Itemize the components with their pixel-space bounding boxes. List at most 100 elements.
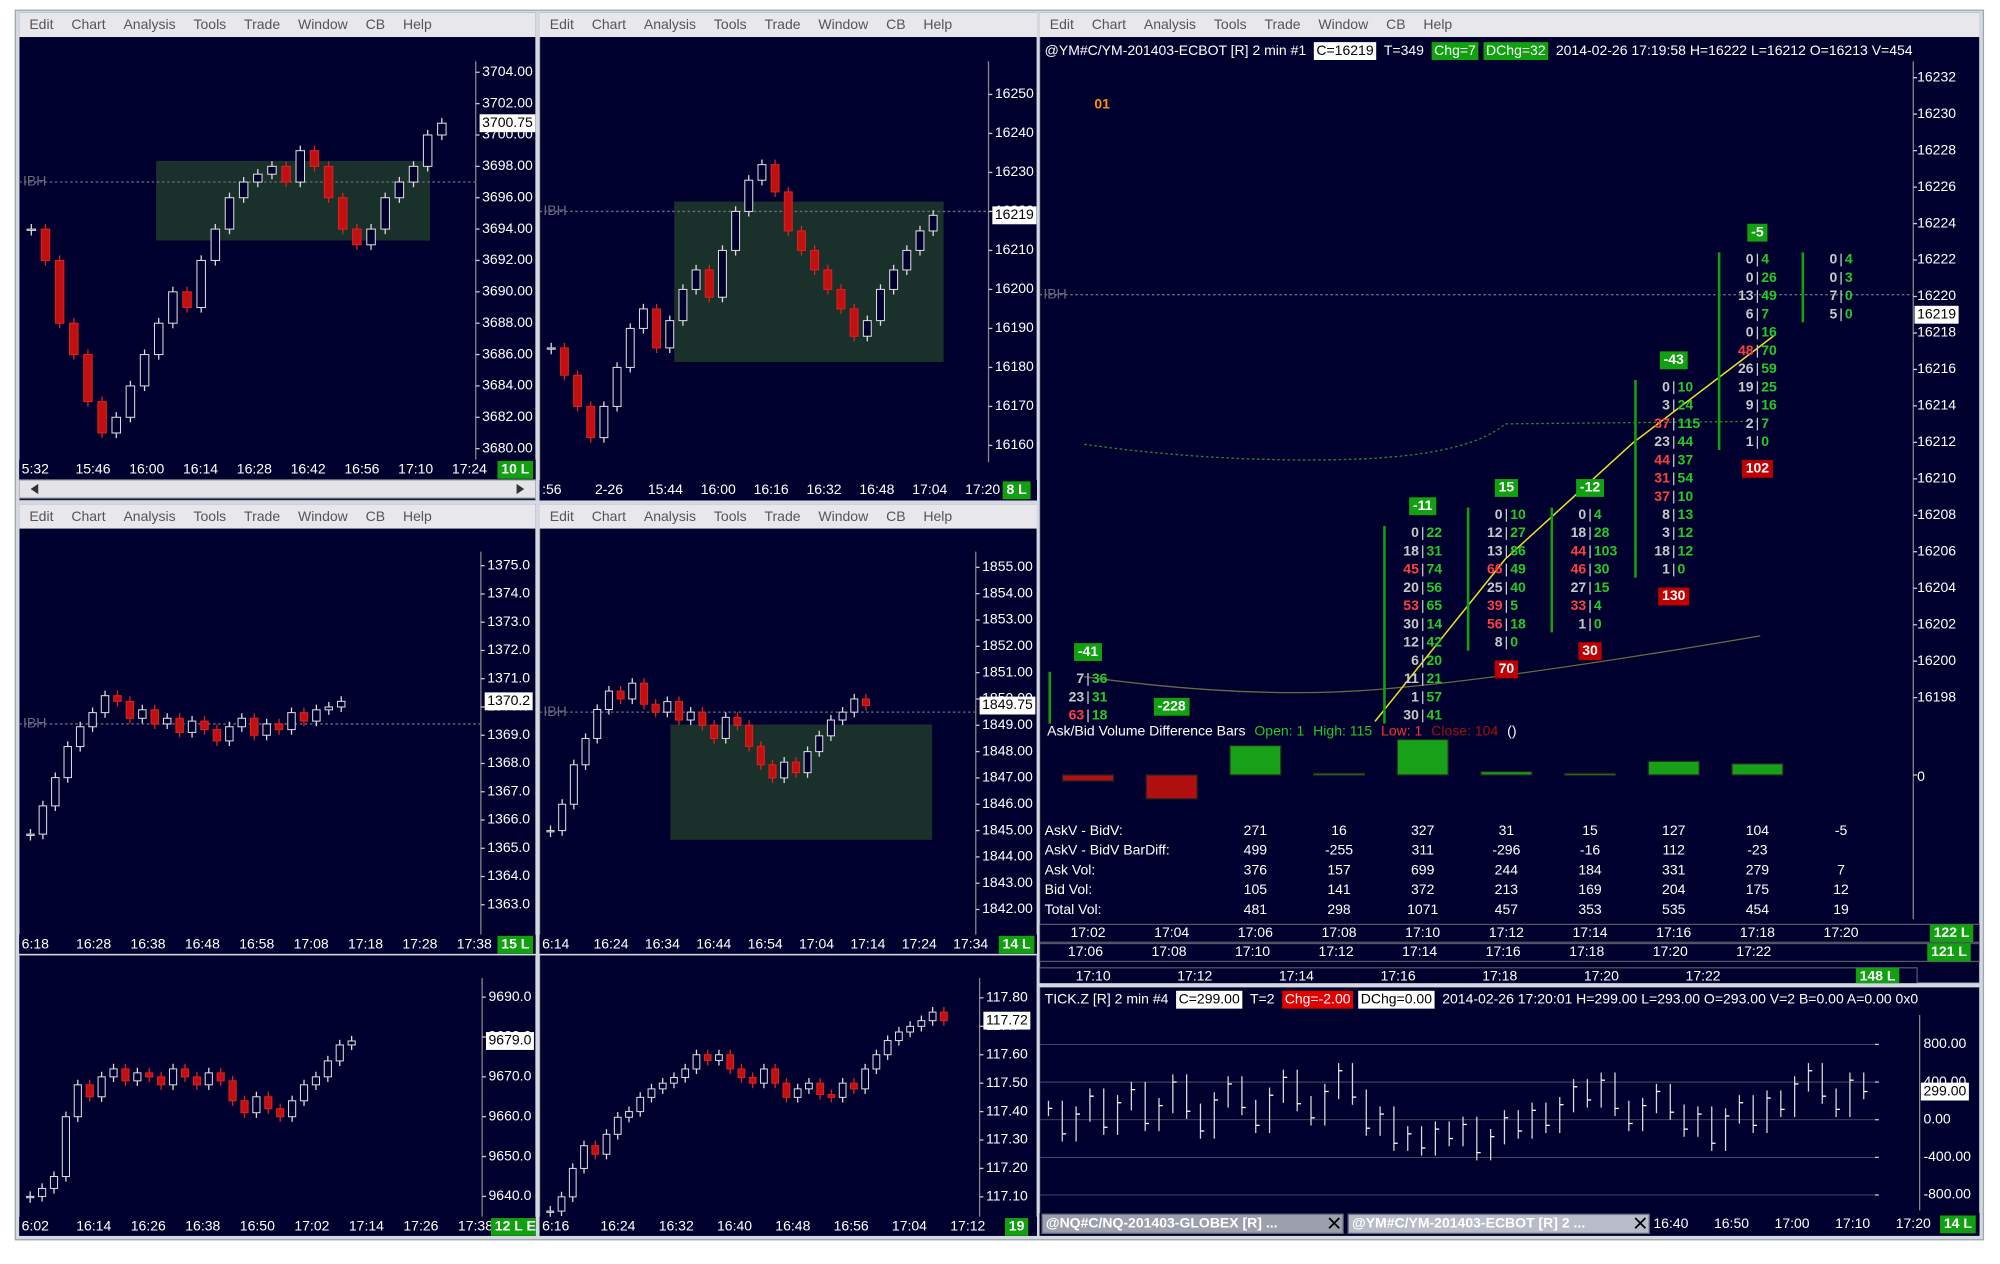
menu-item[interactable]: CB: [886, 16, 905, 32]
menu-item[interactable]: Window: [818, 16, 869, 32]
candle: [586, 405, 596, 439]
menu-item[interactable]: Chart: [71, 16, 105, 32]
menu-item[interactable]: Analysis: [123, 508, 175, 524]
y-tick-label: 1373.0: [487, 613, 530, 629]
menu-item[interactable]: Analysis: [644, 508, 696, 524]
table-value: 298: [1327, 901, 1351, 917]
ask-volume: 0: [1761, 433, 1769, 449]
menu-item[interactable]: Chart: [71, 508, 105, 524]
menu-item[interactable]: Trade: [764, 508, 800, 524]
menu-item[interactable]: Chart: [592, 508, 626, 524]
menu-item[interactable]: Tools: [714, 508, 747, 524]
badge-label: 15: [1499, 479, 1515, 495]
scrollbar[interactable]: [19, 479, 536, 499]
menu-item[interactable]: Help: [1423, 16, 1452, 32]
x-tick-label: 17:16: [1381, 967, 1416, 983]
y-tick-label: 16230: [995, 163, 1034, 179]
menu-item[interactable]: Trade: [764, 16, 800, 32]
tab-close[interactable]: [1634, 1217, 1647, 1229]
badge: [490, 1218, 536, 1236]
candle: [153, 322, 164, 356]
ask-volume: 4: [1761, 251, 1769, 267]
menu-item[interactable]: Help: [403, 508, 432, 524]
menu-item[interactable]: Window: [298, 16, 349, 32]
x-tick-label: 6:14: [542, 936, 569, 952]
candle: [573, 374, 583, 407]
menu-item[interactable]: Tools: [714, 16, 747, 32]
menu-item[interactable]: Help: [403, 16, 432, 32]
candle: [827, 1094, 836, 1098]
menu-item[interactable]: Window: [298, 508, 349, 524]
ask-volume: 24: [1678, 397, 1694, 413]
menu-item[interactable]: Edit: [1050, 16, 1074, 32]
menu-item[interactable]: Tools: [193, 16, 226, 32]
y-tick-label: 0: [1917, 768, 1925, 784]
candle: [823, 269, 833, 290]
candle: [628, 682, 637, 700]
menu-item[interactable]: Analysis: [123, 16, 175, 32]
menu-item[interactable]: Analysis: [1144, 16, 1196, 32]
menu-item[interactable]: CB: [886, 508, 905, 524]
panel-background: [1039, 12, 1980, 984]
row-label: AskV - BidV BarDiff:: [1045, 842, 1170, 858]
badge: [1409, 497, 1437, 516]
ask-volume: 12: [1678, 524, 1694, 540]
tab-label[interactable]: @NQ#C/NQ-201403-GLOBEX [R] ...: [1046, 1214, 1278, 1230]
candle: [312, 709, 321, 722]
menu-item[interactable]: Window: [818, 508, 869, 524]
candle: [276, 1108, 285, 1118]
menu-item[interactable]: Window: [1318, 16, 1369, 32]
menu-bar: [539, 504, 1037, 529]
tab-label[interactable]: @YM#C/YM-201403-ECBOT [R] 2 ...: [1352, 1214, 1585, 1230]
menu-item[interactable]: Tools: [193, 508, 226, 524]
candle: [295, 150, 306, 183]
menu-item[interactable]: Edit: [550, 508, 574, 524]
tab[interactable]: [1347, 1213, 1650, 1234]
candle: [613, 1116, 622, 1135]
menu-item[interactable]: Trade: [244, 16, 280, 32]
ask-volume: 18: [1092, 707, 1108, 723]
candle: [200, 720, 209, 731]
menu-item[interactable]: Edit: [29, 508, 53, 524]
menu-item[interactable]: Chart: [592, 16, 626, 32]
menu-item[interactable]: CB: [1386, 16, 1405, 32]
panel-background: [19, 955, 536, 1236]
ask-volume: 86: [1510, 542, 1526, 558]
y-tick-label: 1845.00: [982, 821, 1033, 837]
time-axis: [1039, 923, 1980, 943]
menu-item[interactable]: CB: [366, 508, 385, 524]
menu-item[interactable]: Chart: [1092, 16, 1126, 32]
x-tick-label: 17:18: [1569, 943, 1604, 959]
moving-average: [1084, 420, 1761, 461]
menu-item[interactable]: Trade: [244, 508, 280, 524]
menu-item[interactable]: Help: [923, 508, 952, 524]
tab[interactable]: [1041, 1213, 1344, 1234]
candle: [906, 1025, 915, 1033]
menu-item[interactable]: Edit: [29, 16, 53, 32]
menu-item[interactable]: Tools: [1214, 16, 1247, 32]
bid-volume: 45: [1403, 561, 1419, 577]
x-tick-label: 17:04: [799, 936, 834, 952]
candle: [805, 1082, 813, 1090]
tab-close[interactable]: [1328, 1217, 1340, 1229]
y-tick-label: 16240: [995, 124, 1034, 140]
candle: [54, 259, 65, 324]
candle: [121, 1068, 130, 1082]
menu-item[interactable]: CB: [366, 16, 385, 32]
y-tick-label: -800.00: [1923, 1186, 1971, 1202]
badge-label: 122 L: [1934, 924, 1970, 940]
bid-volume: 30: [1403, 615, 1419, 631]
menu-item[interactable]: Edit: [550, 16, 574, 32]
candle: [733, 716, 742, 726]
candle: [139, 354, 150, 387]
menu-item[interactable]: Trade: [1264, 16, 1300, 32]
y-tick-label: 16226: [1917, 178, 1956, 194]
menu-item[interactable]: Analysis: [644, 16, 696, 32]
candle: [757, 164, 767, 181]
badge: [1578, 642, 1602, 661]
x-tick-label: 16:48: [859, 481, 894, 497]
candle: [876, 288, 885, 322]
candle: [793, 1088, 802, 1098]
y-tick-label: 3690.00: [482, 283, 533, 299]
menu-item[interactable]: Help: [923, 16, 952, 32]
